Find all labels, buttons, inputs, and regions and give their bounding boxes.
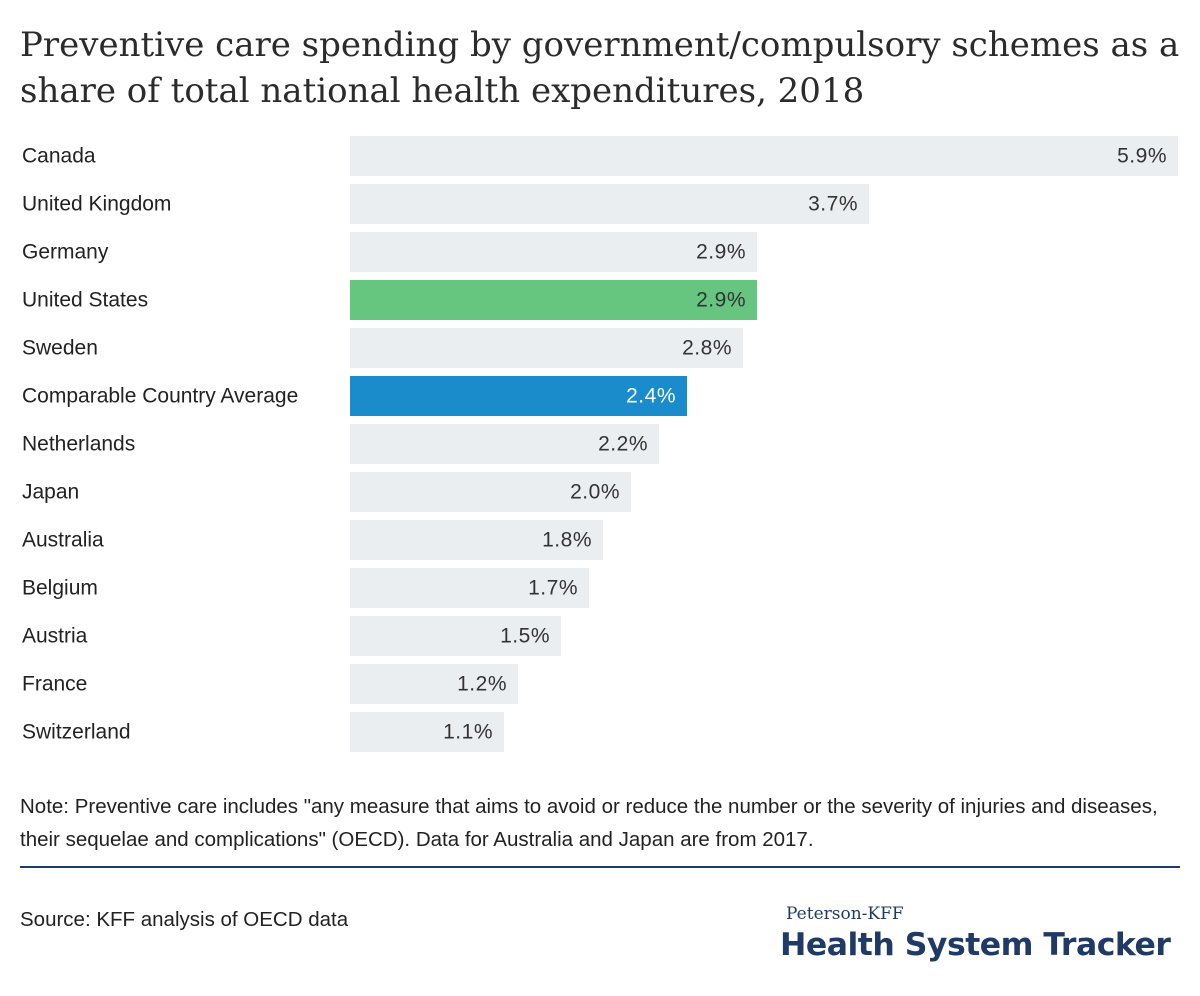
bar-united-states[interactable] (350, 280, 757, 320)
category-label-comparable-country-average: Comparable Country Average (22, 385, 298, 408)
bar-austria[interactable] (350, 616, 561, 656)
category-label-sweden: Sweden (22, 337, 98, 360)
bar-united-kingdom[interactable] (350, 184, 869, 224)
category-label-canada: Canada (22, 145, 96, 168)
category-label-united-kingdom: United Kingdom (22, 193, 171, 216)
bar-australia[interactable] (350, 520, 603, 560)
source-text: Source: KFF analysis of OECD data (20, 908, 349, 931)
logo-main-text: Health System Tracker (780, 927, 1171, 963)
category-label-united-states: United States (22, 289, 148, 312)
category-label-switzerland: Switzerland (22, 721, 131, 744)
bar-switzerland[interactable] (350, 712, 504, 752)
category-label-australia: Australia (22, 529, 104, 552)
chart-note: Note: Preventive care includes "any meas… (20, 795, 1158, 851)
category-label-germany: Germany (22, 241, 109, 264)
bar-canada[interactable] (350, 136, 1178, 176)
value-label-united-states: 2.9% (696, 289, 746, 312)
bar-germany[interactable] (350, 232, 757, 272)
bar-chart: Canada 5.9% United Kingdom 3.7% Germany 2.9% U… (22, 136, 1178, 752)
bar-belgium[interactable] (350, 568, 589, 608)
value-label-canada: 5.9% (1117, 145, 1167, 168)
category-label-netherlands: Netherlands (22, 433, 135, 456)
value-label-austria: 1.5% (500, 625, 550, 648)
category-label-austria: Austria (22, 625, 88, 648)
bar-netherlands[interactable] (350, 424, 659, 464)
bar-france[interactable] (350, 664, 518, 704)
bar-comparable-country-average[interactable] (350, 376, 687, 416)
category-label-france: France (22, 673, 87, 696)
value-label-netherlands: 2.2% (598, 433, 648, 456)
peterson-kff-logo[interactable]: Peterson-KFF Health System Tracker (780, 903, 1180, 969)
value-label-australia: 1.8% (542, 529, 592, 552)
value-label-united-kingdom: 3.7% (808, 193, 858, 216)
value-label-comparable-country-average: 2.4% (626, 385, 676, 408)
category-label-belgium: Belgium (22, 577, 98, 600)
divider-line (20, 866, 1180, 868)
logo-top-text: Peterson-KFF (786, 904, 904, 924)
value-label-switzerland: 1.1% (443, 721, 493, 744)
chart-title: Preventive care spending by government/c… (20, 25, 1180, 111)
value-label-belgium: 1.7% (528, 577, 578, 600)
bar-japan[interactable] (350, 472, 631, 512)
value-label-france: 1.2% (457, 673, 507, 696)
value-label-japan: 2.0% (570, 481, 620, 504)
bar-sweden[interactable] (350, 328, 743, 368)
category-label-japan: Japan (22, 481, 79, 504)
value-label-germany: 2.9% (696, 241, 746, 264)
value-label-sweden: 2.8% (682, 337, 732, 360)
